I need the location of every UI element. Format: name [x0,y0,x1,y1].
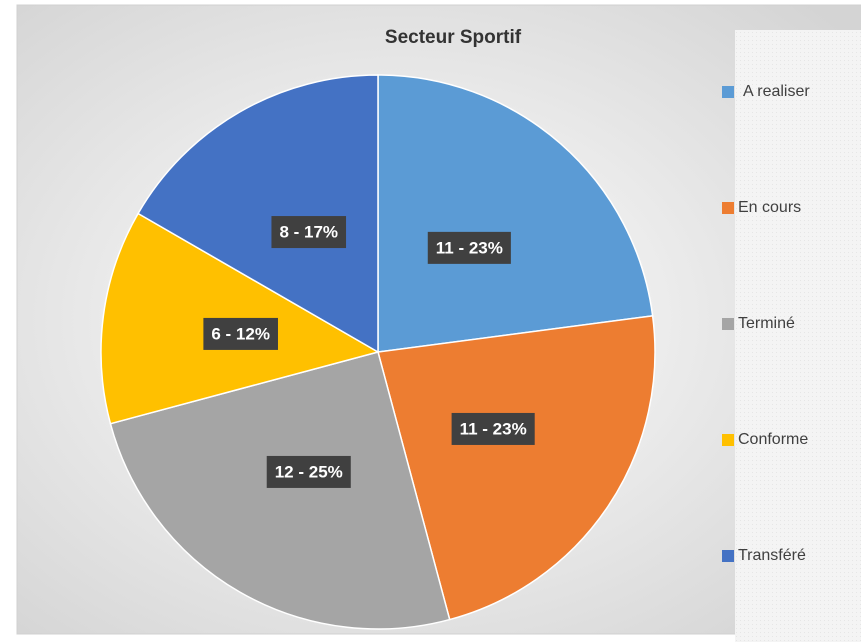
data-label: 11 - 23% [436,238,503,257]
chart-title: Secteur Sportif [385,27,522,48]
legend-label: A realiser [743,83,810,100]
pie-slice [377,74,654,353]
label-box [271,216,347,249]
legend-swatch [722,202,734,214]
label-box [266,455,351,488]
legend-swatch [722,550,734,562]
label-box [427,231,511,264]
data-label: 8 - 17% [279,223,338,242]
data-label: 12 - 25% [275,462,343,481]
legend-swatch [722,86,734,98]
data-label: 11 - 23% [460,419,527,438]
label-box [203,317,278,350]
label-box [451,412,535,445]
legend-label: Terminé [738,315,795,332]
pie-slice [377,315,656,621]
legend-swatch [722,434,734,446]
legend-label: Conforme [738,431,808,448]
legend-label: En cours [738,199,801,216]
legend-box [735,30,861,642]
legend-swatch [722,318,734,330]
pie-slice [137,74,379,354]
pie-slice [109,351,451,630]
data-label: 6 - 12% [211,324,270,343]
legend-label: Transféré [738,547,806,564]
